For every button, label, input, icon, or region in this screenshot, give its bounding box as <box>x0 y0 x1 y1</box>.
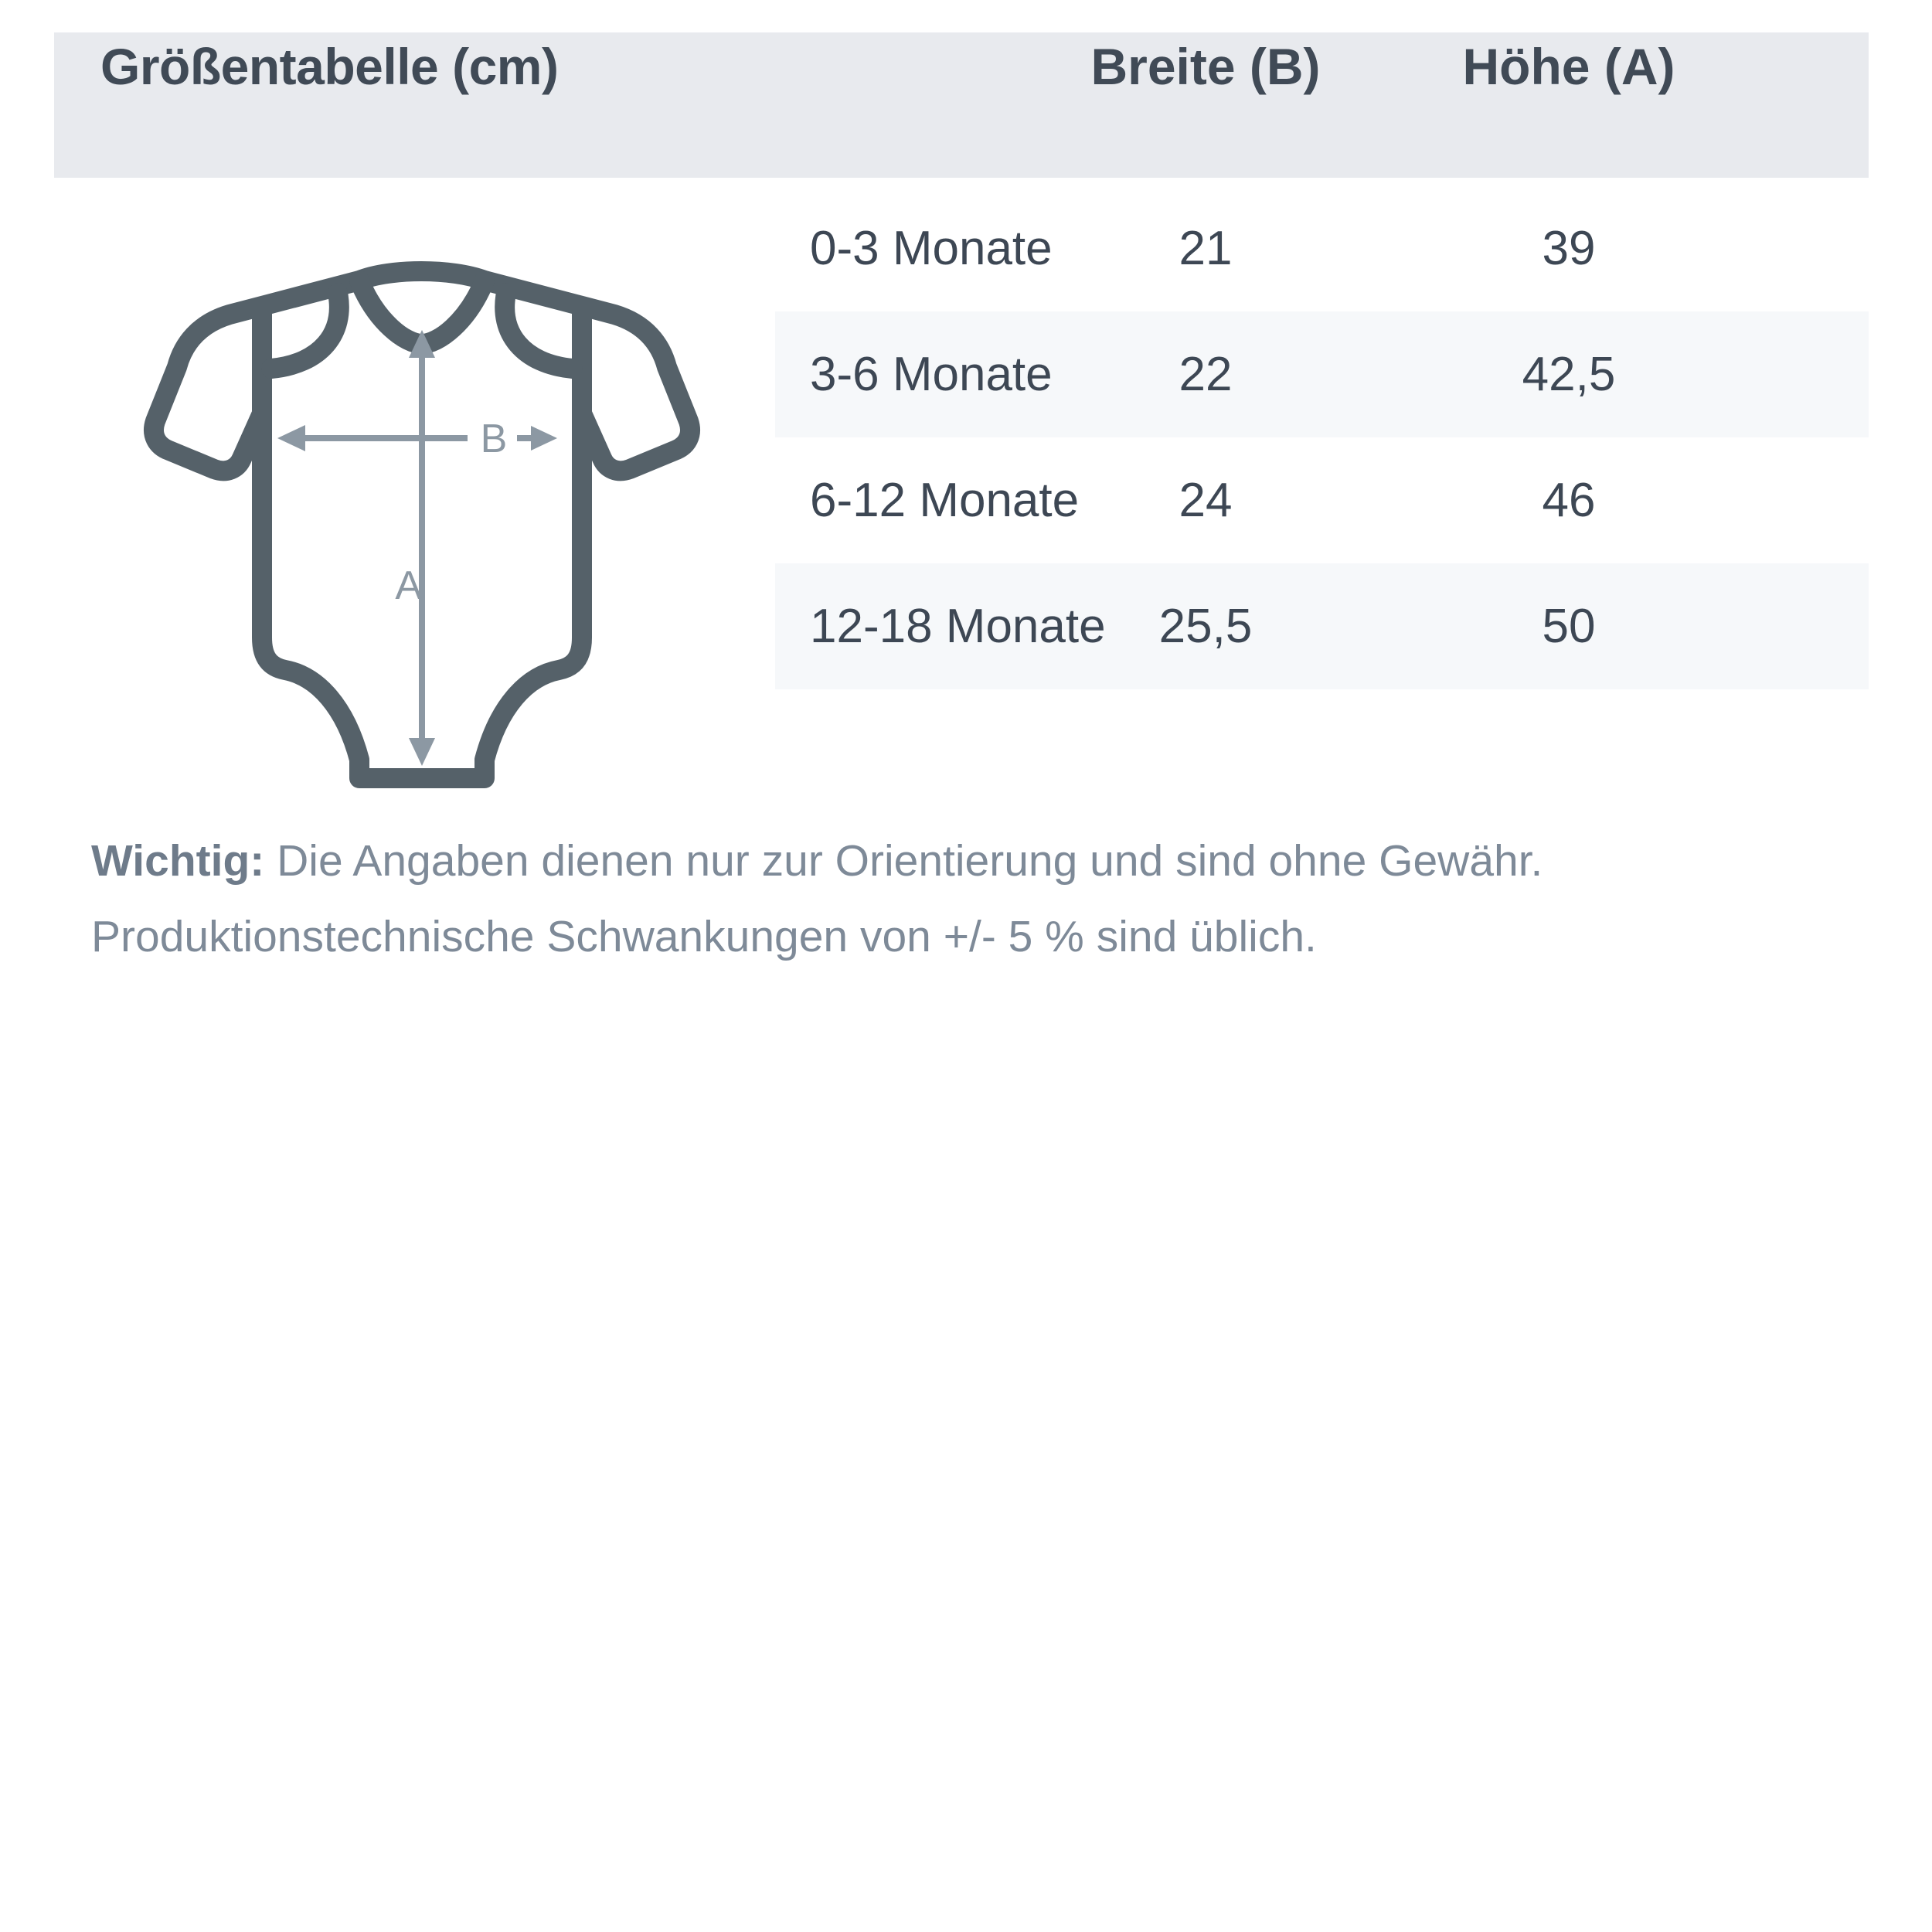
bodysuit-icon: B A <box>144 261 700 788</box>
cell-height: 50 <box>1542 600 1596 653</box>
column-header-height: Höhe (A) <box>1462 38 1675 95</box>
cell-height: 39 <box>1542 222 1596 275</box>
cell-size: 12-18 Monate <box>810 600 1106 653</box>
arrowhead-left-icon <box>277 425 305 451</box>
cell-size: 6-12 Monate <box>810 474 1080 527</box>
arrowhead-up-icon <box>409 330 435 358</box>
disclaimer-line-1-rest: Die Angaben dienen nur zur Orientierung … <box>264 836 1543 886</box>
disclaimer-line-2: Produktionstechnische Schwankungen von +… <box>91 912 1317 961</box>
column-header-width: Breite (B) <box>1090 38 1321 95</box>
cell-width: 25,5 <box>1158 600 1253 653</box>
size-table-body: 0-3 Monate 21 39 3-6 Monate 22 42,5 6-12… <box>775 185 1869 689</box>
cell-size: 3-6 Monate <box>810 348 1053 401</box>
table-row: 0-3 Monate 21 39 <box>775 185 1869 311</box>
disclaimer-strong: Wichtig: <box>91 836 265 886</box>
bodysuit-diagram: B A <box>135 228 707 800</box>
width-label: B <box>481 417 508 461</box>
disclaimer-note: Wichtig: Die Angaben dienen nur zur Orie… <box>91 823 1869 975</box>
table-header-band <box>54 32 1869 178</box>
table-row: 12-18 Monate 25,5 50 <box>775 563 1869 689</box>
disclaimer-line-1: Wichtig: Die Angaben dienen nur zur Orie… <box>91 823 1869 899</box>
table-row: 6-12 Monate 24 46 <box>775 437 1869 563</box>
height-label: A <box>395 563 422 608</box>
cell-width: 21 <box>1179 222 1233 275</box>
page-title: Größentabelle (cm) <box>100 38 559 95</box>
cell-width: 22 <box>1179 348 1233 401</box>
table-row: 3-6 Monate 22 42,5 <box>775 311 1869 437</box>
arrowhead-down-icon <box>409 738 435 766</box>
cell-height: 46 <box>1542 474 1596 527</box>
dimension-arrows <box>277 330 557 766</box>
cell-height: 42,5 <box>1522 348 1616 401</box>
arrowhead-right-icon <box>531 426 557 451</box>
cell-size: 0-3 Monate <box>810 222 1053 275</box>
cell-width: 24 <box>1179 474 1233 527</box>
